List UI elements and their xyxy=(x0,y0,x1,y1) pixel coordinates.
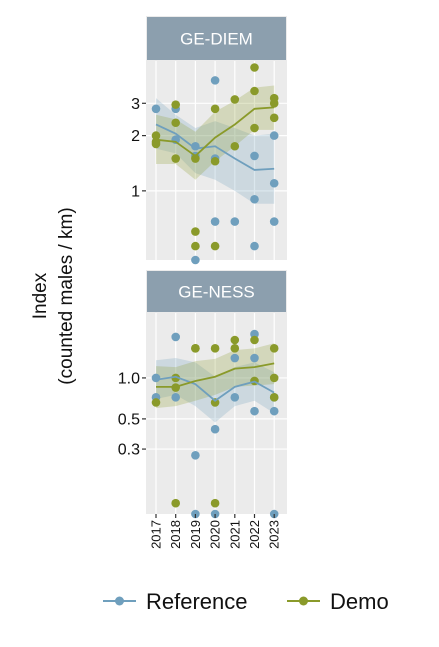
data-point xyxy=(250,123,259,133)
data-point xyxy=(151,104,161,114)
data-point xyxy=(210,76,220,85)
points-demo xyxy=(151,63,279,251)
y-tick-label: 1 xyxy=(131,183,140,200)
legend-reference-label: Reference xyxy=(146,589,248,614)
panel-title: GE-DIEM xyxy=(180,30,253,49)
x-tick-label: 2023 xyxy=(267,520,282,549)
data-point xyxy=(250,63,259,72)
data-point xyxy=(191,241,200,251)
x-axis: 2017 2018 2019 2020 2021 2022 2023 xyxy=(149,514,282,549)
ci-band-demo xyxy=(156,343,275,409)
data-point xyxy=(269,178,279,188)
data-point xyxy=(230,393,240,402)
data-point xyxy=(250,335,259,345)
data-point xyxy=(230,217,240,226)
data-point xyxy=(250,241,259,251)
data-point xyxy=(269,217,279,226)
panel-ge-ness: GE-NESS 0.3 0.5 1.0 2017 2018 2019 2020 2021 2022… xyxy=(118,270,287,549)
data-point xyxy=(250,406,259,416)
x-tick-label: 2020 xyxy=(208,520,223,549)
data-point xyxy=(269,373,279,383)
ci-band-reference xyxy=(156,98,275,204)
data-point xyxy=(191,255,200,265)
legend: Reference Demo xyxy=(103,589,389,614)
panel-strip xyxy=(147,17,286,60)
trend-line-demo xyxy=(155,106,275,158)
y-axis-title-line-1: Index xyxy=(30,272,51,319)
data-point xyxy=(171,100,180,109)
data-point xyxy=(171,332,180,342)
data-point xyxy=(171,393,180,402)
data-point xyxy=(210,217,220,226)
y-tick-label: 0.5 xyxy=(118,411,140,428)
y-tick-label: 2 xyxy=(131,128,140,145)
data-point xyxy=(171,118,180,128)
data-point xyxy=(151,373,161,383)
data-point xyxy=(230,141,240,151)
data-point xyxy=(250,151,259,161)
data-point xyxy=(191,451,200,460)
trend-line-demo xyxy=(156,362,275,388)
y-axis-title: Index (counted males / km) xyxy=(30,207,77,384)
data-point xyxy=(269,393,279,402)
data-point xyxy=(250,329,259,339)
data-point xyxy=(191,344,200,353)
y-axis: 0.3 0.5 1.0 xyxy=(118,370,146,459)
y-tick-label: 3 xyxy=(131,96,140,113)
panel-title: GE-NESS xyxy=(178,283,255,302)
data-point xyxy=(210,498,220,508)
y-axis-title-line-2: (counted males / km) xyxy=(56,207,77,384)
data-point xyxy=(210,241,220,251)
trend-line-reference xyxy=(155,123,275,171)
x-tick-label: 2019 xyxy=(188,520,203,549)
legend-demo-marker xyxy=(299,596,308,606)
data-point xyxy=(230,353,240,363)
ci-band-reference xyxy=(156,358,275,423)
data-point xyxy=(230,95,240,104)
data-point xyxy=(151,398,161,407)
trend-line-reference xyxy=(155,375,275,402)
legend-demo-label: Demo xyxy=(330,589,389,614)
data-point xyxy=(210,424,220,434)
data-point xyxy=(151,139,161,149)
data-point xyxy=(269,98,279,108)
data-point xyxy=(230,344,240,353)
data-point xyxy=(210,344,220,353)
data-point xyxy=(269,406,279,416)
data-point xyxy=(210,398,220,407)
ci-band-demo xyxy=(156,85,275,180)
data-point xyxy=(171,154,180,163)
data-point xyxy=(230,335,240,345)
data-point xyxy=(269,131,279,140)
x-tick-label: 2022 xyxy=(247,520,262,549)
data-point xyxy=(191,227,200,236)
x-tick-label: 2018 xyxy=(168,520,183,549)
data-point xyxy=(269,113,279,123)
x-tick-label: 2021 xyxy=(227,520,242,549)
x-tick-label: 2017 xyxy=(149,520,164,549)
data-point xyxy=(171,373,180,383)
panel-ge-diem: GE-DIEM 1 2 3 xyxy=(131,16,287,265)
data-point xyxy=(191,154,200,163)
y-axis: 1 2 3 xyxy=(131,96,146,200)
y-tick-label: 0.3 xyxy=(118,442,140,459)
y-tick-label: 1.0 xyxy=(118,370,140,387)
panel-strip xyxy=(147,271,286,312)
data-point xyxy=(210,104,220,114)
data-point xyxy=(250,194,259,204)
data-point xyxy=(210,156,220,166)
data-point xyxy=(269,344,279,353)
legend-reference-marker xyxy=(115,596,124,606)
data-point xyxy=(250,86,259,96)
data-point xyxy=(171,498,180,508)
data-point xyxy=(250,353,259,363)
data-point xyxy=(151,131,161,140)
